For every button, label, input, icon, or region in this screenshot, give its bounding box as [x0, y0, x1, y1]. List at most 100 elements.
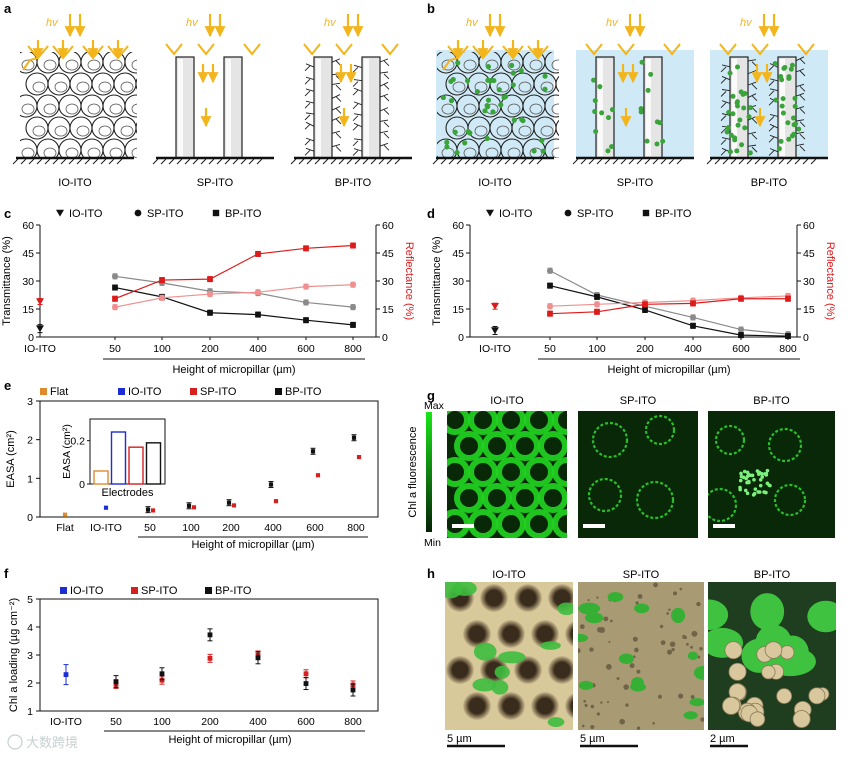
image-background — [708, 411, 835, 538]
substrate-hatch — [28, 158, 35, 165]
reflect-arrow-icon — [82, 45, 104, 60]
sem-grain — [590, 725, 595, 730]
cell-dot — [789, 62, 795, 68]
sem-cell — [807, 600, 836, 633]
pore-inner — [65, 103, 79, 115]
chart-e: 0 1 2 3 Flat IO-ITO 50 100 200 400 600 800 Height of… — [5, 386, 379, 551]
pillar-highlight — [732, 59, 737, 156]
cell-dot — [444, 139, 450, 145]
pore-ring — [510, 431, 540, 461]
substrate-hatch — [362, 158, 369, 165]
cell-dot — [772, 61, 778, 67]
substrate-hatch — [306, 158, 313, 165]
branch-icon — [795, 83, 806, 92]
inset-y-label: EASA (cm²) — [61, 424, 73, 479]
cell-dot — [776, 146, 782, 152]
scale-bar — [452, 524, 474, 528]
pore-inner — [109, 59, 123, 71]
x-tick-label: 400 — [249, 716, 267, 728]
cell-dot — [644, 138, 650, 144]
cell-dot — [450, 76, 456, 83]
schematic-label: SP-ITO — [617, 177, 654, 189]
substrate-hatch — [596, 158, 603, 165]
sem-pore — [463, 692, 491, 720]
cell-dot — [660, 138, 666, 144]
pore-inner — [474, 81, 488, 93]
branch-icon — [331, 94, 342, 102]
x-tick-label: 400 — [264, 522, 282, 534]
y-tick-label: 45 — [452, 248, 464, 260]
pore-ring — [524, 509, 554, 538]
data-point — [112, 295, 118, 302]
pore-inner — [120, 125, 134, 137]
bp-point — [310, 449, 316, 454]
cell-dot — [638, 106, 644, 112]
sem-grain — [589, 647, 594, 652]
x-tick-label: 400 — [684, 343, 702, 355]
data-point — [546, 267, 554, 274]
hv-label: hv — [466, 17, 479, 29]
series-line — [549, 298, 788, 315]
data-point — [206, 291, 214, 298]
substrate-hatch — [176, 158, 183, 165]
legend-marker — [275, 388, 282, 395]
colorbar-min: Min — [424, 537, 441, 549]
sem-cell — [540, 641, 561, 650]
sem-cell — [671, 607, 686, 624]
sem-grain — [608, 640, 611, 643]
bp-point — [145, 507, 151, 512]
y2-tick-label: 0 — [803, 332, 809, 344]
sem-bead — [792, 710, 811, 728]
x-tick-label: 800 — [779, 343, 797, 355]
substrate-hatch — [256, 158, 263, 165]
cell-dot — [732, 135, 738, 141]
data-point — [738, 332, 744, 339]
substrate-hatch — [722, 158, 729, 165]
sem-grain — [700, 717, 704, 722]
cell-cluster-dot — [738, 487, 742, 492]
sem-grain — [666, 649, 673, 655]
data-point — [303, 245, 309, 252]
data-point — [302, 283, 310, 290]
legend-marker — [131, 587, 138, 594]
branch-icon — [304, 147, 315, 156]
cell-dot — [485, 97, 492, 103]
substrate-hatch — [810, 158, 817, 165]
inset-frame — [89, 418, 166, 485]
pore-inner — [98, 125, 112, 137]
pore-inner — [65, 147, 79, 158]
pore-inner — [518, 125, 532, 137]
pore-inner — [529, 103, 543, 115]
y-tick-label: 3 — [27, 396, 33, 408]
cell-cluster-dot — [741, 475, 746, 480]
sem-grain — [590, 704, 595, 709]
pore-inner — [463, 147, 477, 158]
sp-point — [303, 671, 309, 677]
reflect-arrow-icon — [197, 43, 215, 56]
pore-inner — [32, 125, 46, 137]
branch-icon — [795, 131, 806, 140]
cell-dot — [496, 87, 502, 93]
branch-icon — [379, 119, 390, 128]
sem-grain — [686, 643, 689, 646]
cell-dot — [448, 98, 455, 104]
watermark-text: 大数跨境 — [26, 735, 78, 750]
branch-icon — [379, 71, 390, 80]
pore-ring — [552, 509, 567, 538]
substrate-hatch — [160, 158, 167, 165]
sem-grain — [583, 699, 587, 703]
cell-dot — [474, 89, 480, 95]
pore-ring — [468, 411, 498, 435]
branch-icon — [379, 107, 390, 115]
sem-grain — [699, 647, 703, 651]
pore-ring — [468, 457, 498, 487]
cell-cluster-dot — [738, 478, 743, 483]
y2-tick-label: 0 — [382, 332, 388, 344]
pore-inner — [54, 125, 68, 137]
sem-bead — [722, 696, 741, 715]
pore-inner — [76, 125, 90, 137]
cell-dot — [746, 114, 752, 120]
legend-label: BP-ITO — [655, 208, 692, 220]
sem-cell — [585, 612, 604, 624]
reflect-arrow-icon — [22, 57, 39, 71]
